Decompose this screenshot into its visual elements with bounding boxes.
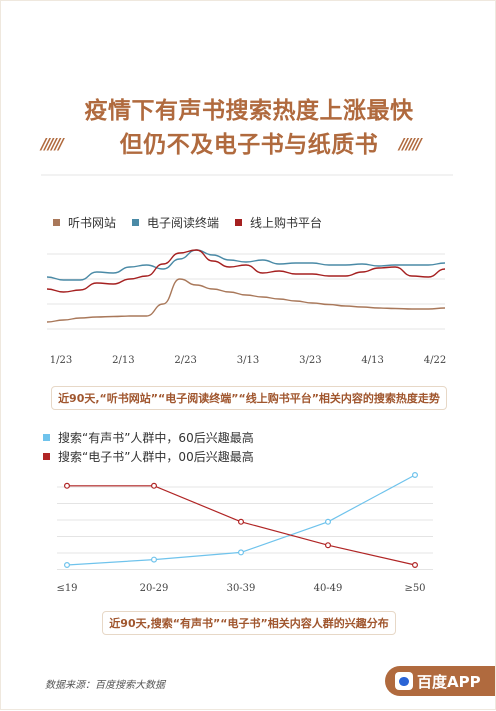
brand-label: 百度APP [417,672,481,691]
chart2-x-tick-label: 40-49 [314,583,343,594]
legend-swatch-audiobook [43,434,50,441]
chart1-x-tick-label: 3/23 [299,355,321,366]
legend-swatch-ereader [132,219,140,226]
chart2-x-tick-label: ≥50 [404,583,425,594]
legend-label-audio-site: 听书网站 [68,216,117,230]
data-source: 数据来源：百度搜索大数据 [45,680,165,691]
chart2-caption: 近90天,搜索“有声书”“电子书”相关内容人群的兴趣分布 [102,611,396,635]
chart2-x-tick-label: ≤19 [56,583,77,594]
chart2-legend-item-audiobook: 搜索“有声书”人群中，60后兴趣最高 [43,429,254,446]
chart2-point-0-0 [63,561,70,568]
chart1-x-tick-label: 4/13 [361,355,383,366]
legend-label-audiobook: 搜索“有声书”人群中，60后兴趣最高 [58,431,254,445]
chart2-x-tick-label: 30-39 [227,583,256,594]
chart2-caption-box: 近90天,搜索“有声书”“电子书”相关内容人群的兴趣分布 [1,611,496,635]
chart2-legend-item-ebook: 搜索“电子书”人群中，00后兴趣最高 [43,448,254,465]
chart1-series-line-2 [46,249,446,293]
chart1-caption-box: 近90天,“听书网站”“电子阅读终端”“线上购书平台”相关内容的搜索热度走势 [1,386,496,410]
legend-label-online-bookstore: 线上购书平台 [250,216,323,230]
legend-swatch-audio-site [53,219,60,226]
chart2-point-1-1 [151,482,158,489]
chart1-caption: 近90天,“听书网站”“电子阅读终端”“线上购书平台”相关内容的搜索热度走势 [51,386,447,410]
paw-logo-icon [395,672,413,690]
chart2-point-1-0 [63,482,70,489]
chart1-x-tick-label: 3/13 [237,355,259,366]
chart1-series-line-1 [46,249,446,281]
chart2-point-1-4 [412,561,419,568]
brand-badge: 百度APP [385,666,495,696]
chart2-x-tick-label: 20-29 [140,583,169,594]
chart2-point-1-3 [325,542,332,549]
page-subtitle: 但仍不及电子书与纸质书 [119,132,379,158]
chart1-x-tick-label: 1/23 [50,355,72,366]
chart2-point-0-3 [325,518,332,525]
chart1-x-tick-label: 4/22 [424,355,446,366]
chart1-legend: 听书网站 电子阅读终端 线上购书平台 [53,214,322,231]
chart1-series-line-0 [46,278,446,323]
slash-decoration-left: ////// [41,135,64,153]
chart2-point-0-2 [238,549,245,556]
slash-decoration-right: ////// [399,135,422,153]
chart1-x-tick-label: 2/23 [174,355,196,366]
chart2-point-0-4 [412,472,419,479]
legend-swatch-ebook [43,453,50,460]
legend-swatch-online-bookstore [235,219,243,226]
legend-label-ebook: 搜索“电子书”人群中，00后兴趣最高 [58,450,254,464]
chart2-point-1-2 [238,518,245,525]
legend-label-ereader: 电子阅读终端 [147,216,220,230]
chart2-point-0-1 [151,556,158,563]
page-title: 疫情下有声书搜索热度上涨最快 [84,98,414,124]
chart1-x-tick-label: 2/13 [112,355,134,366]
